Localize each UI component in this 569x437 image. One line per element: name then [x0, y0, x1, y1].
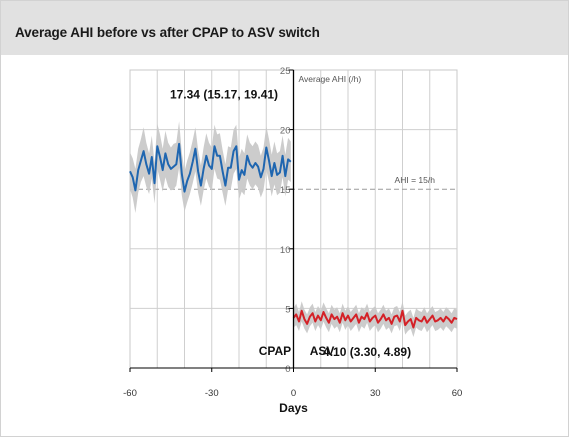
y-tick-label: 10 [280, 245, 291, 256]
series-line-asv [292, 309, 458, 329]
x-tick-label: 30 [370, 388, 381, 399]
y-tick-label: 15 [280, 185, 291, 196]
cpap-label: CPAP [259, 344, 291, 358]
chart-title: Average AHI before vs after CPAP to ASV … [15, 25, 320, 40]
y-axis-label: Average AHI (/h) [299, 74, 362, 84]
y-tick-label: 20 [280, 126, 291, 137]
y-tick-label: 5 [285, 304, 290, 315]
y-tick-label: 0 [285, 364, 290, 375]
series-line-cpap [129, 142, 292, 193]
cpap-summary-annotation: 17.34 (15.17, 19.41) [170, 88, 278, 102]
title-bar: Average AHI before vs after CPAP to ASV … [1, 1, 568, 55]
asv-label: ASV [310, 344, 335, 358]
y-tick-label: 25 [280, 66, 291, 77]
x-axis-label: Days [279, 401, 308, 415]
reference-line-label: AHI = 15/h [395, 175, 436, 185]
x-tick-label: -30 [205, 388, 219, 399]
x-tick-label: 60 [452, 388, 463, 399]
asv-summary-annotation: 4.10 (3.30, 4.89) [323, 345, 411, 359]
x-tick-label: -60 [123, 388, 137, 399]
confidence-band-asv [293, 301, 457, 337]
x-tick-label: 0 [291, 388, 296, 399]
